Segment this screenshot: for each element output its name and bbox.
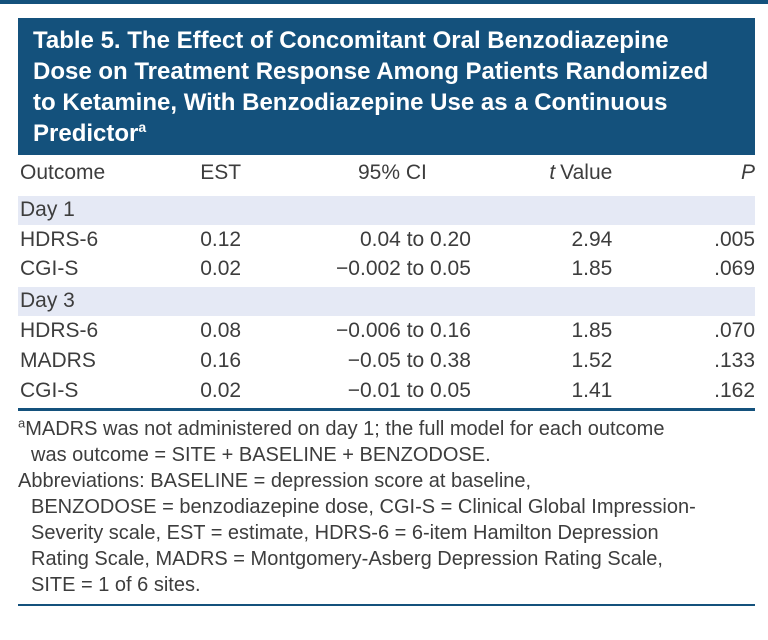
table-row: CGI-S 0.02 −0.01 to 0.05 1.41 .162: [18, 376, 755, 406]
table-row: CGI-S 0.02 −0.002 to 0.05 1.85 .069: [18, 255, 755, 285]
page-bottom-rule: [18, 604, 755, 606]
section-header-day1: Day 1: [18, 192, 755, 225]
title-line: Table 5. The Effect of Concomitant Oral …: [33, 27, 669, 54]
col-header-t-value: t Value: [474, 155, 623, 195]
cell-ci: −0.006 to 0.16: [336, 319, 471, 342]
table-row: HDRS-6 0.12 0.04 to 0.20 2.94 .005: [18, 225, 755, 255]
t-value-label: Value: [560, 160, 613, 184]
cell-t-value: 2.94: [571, 228, 613, 251]
cell-ci: −0.05 to 0.38: [347, 349, 471, 372]
cell-est: 0.02: [200, 257, 242, 281]
header-row: Outcome EST 95% CI t Value P: [18, 155, 755, 195]
col-header-est: EST: [165, 155, 276, 195]
col-header-outcome: Outcome: [18, 155, 166, 195]
abbreviations-line: Abbreviations: BASELINE = depression sco…: [18, 470, 532, 492]
t-italic: t: [549, 160, 556, 184]
cell-p-value: .133: [714, 349, 755, 372]
abbreviations-line: BENZODOSE = benzodiazepine dose, CGI-S =…: [31, 496, 696, 518]
cell-est: 0.16: [200, 349, 242, 372]
abbreviations-line: Rating Scale, MADRS = Montgomery-Asberg …: [31, 548, 663, 570]
table-content: Table 5. The Effect of Concomitant Oral …: [18, 18, 755, 606]
cell-ci: −0.01 to 0.05: [347, 379, 471, 402]
section-label: Day 1: [18, 192, 755, 225]
cell-outcome: CGI-S: [20, 379, 79, 402]
table-row: MADRS 0.16 −0.05 to 0.38 1.52 .133: [18, 346, 755, 376]
footnote-a-marker: a: [18, 415, 26, 431]
cell-ci: −0.002 to 0.05: [336, 257, 471, 281]
cell-est: 0.12: [200, 228, 242, 251]
title-line: to Ketamine, With Benzodiazepine Use as …: [33, 89, 668, 116]
cell-est: 0.08: [200, 319, 242, 342]
table-bottom-rule: [18, 408, 755, 411]
cell-ci: 0.04 to 0.20: [359, 228, 471, 251]
cell-t-value: 1.85: [571, 257, 613, 281]
cell-outcome: HDRS-6: [20, 319, 99, 342]
cell-outcome: CGI-S: [20, 257, 79, 281]
abbreviations-line: Severity scale, EST = estimate, HDRS-6 =…: [31, 522, 659, 544]
footnote-a-text: MADRS was not administered on day 1; the…: [25, 418, 665, 440]
cell-p-value: .005: [714, 228, 755, 251]
title-line: Dose on Treatment Response Among Patient…: [33, 58, 709, 85]
footnotes: aMADRS was not administered on day 1; th…: [18, 416, 755, 598]
cell-outcome: HDRS-6: [20, 228, 99, 251]
col-header-p: P: [622, 155, 755, 195]
cell-p-value: .162: [714, 379, 755, 402]
cell-outcome: MADRS: [20, 349, 96, 372]
cell-p-value: .070: [714, 319, 755, 342]
cell-t-value: 1.41: [571, 379, 613, 402]
cell-t-value: 1.52: [571, 349, 613, 372]
section-label: Day 3: [18, 283, 755, 316]
footnote-a-line: aMADRS was not administered on day 1; th…: [18, 416, 755, 442]
table-title: Table 5. The Effect of Concomitant Oral …: [18, 18, 755, 155]
cell-est: 0.02: [200, 379, 242, 402]
col-header-ci: 95% CI: [275, 155, 475, 195]
title-line: Predictora: [33, 118, 741, 149]
results-table: Outcome EST 95% CI t Value P Day 1 HDRS-6…: [18, 155, 755, 406]
title-footnote-marker: a: [138, 119, 147, 135]
section-header-day3: Day 3: [18, 283, 755, 316]
top-rule: [0, 0, 768, 4]
cell-t-value: 1.85: [571, 319, 613, 342]
footnote-a-line: was outcome = SITE + BASELINE + BENZODOS…: [31, 444, 491, 466]
table-row: HDRS-6 0.08 −0.006 to 0.16 1.85 .070: [18, 316, 755, 346]
cell-p-value: .069: [714, 257, 755, 281]
abbreviations-line: SITE = 1 of 6 sites.: [31, 574, 201, 596]
title-last-word: Predictor: [33, 120, 139, 147]
